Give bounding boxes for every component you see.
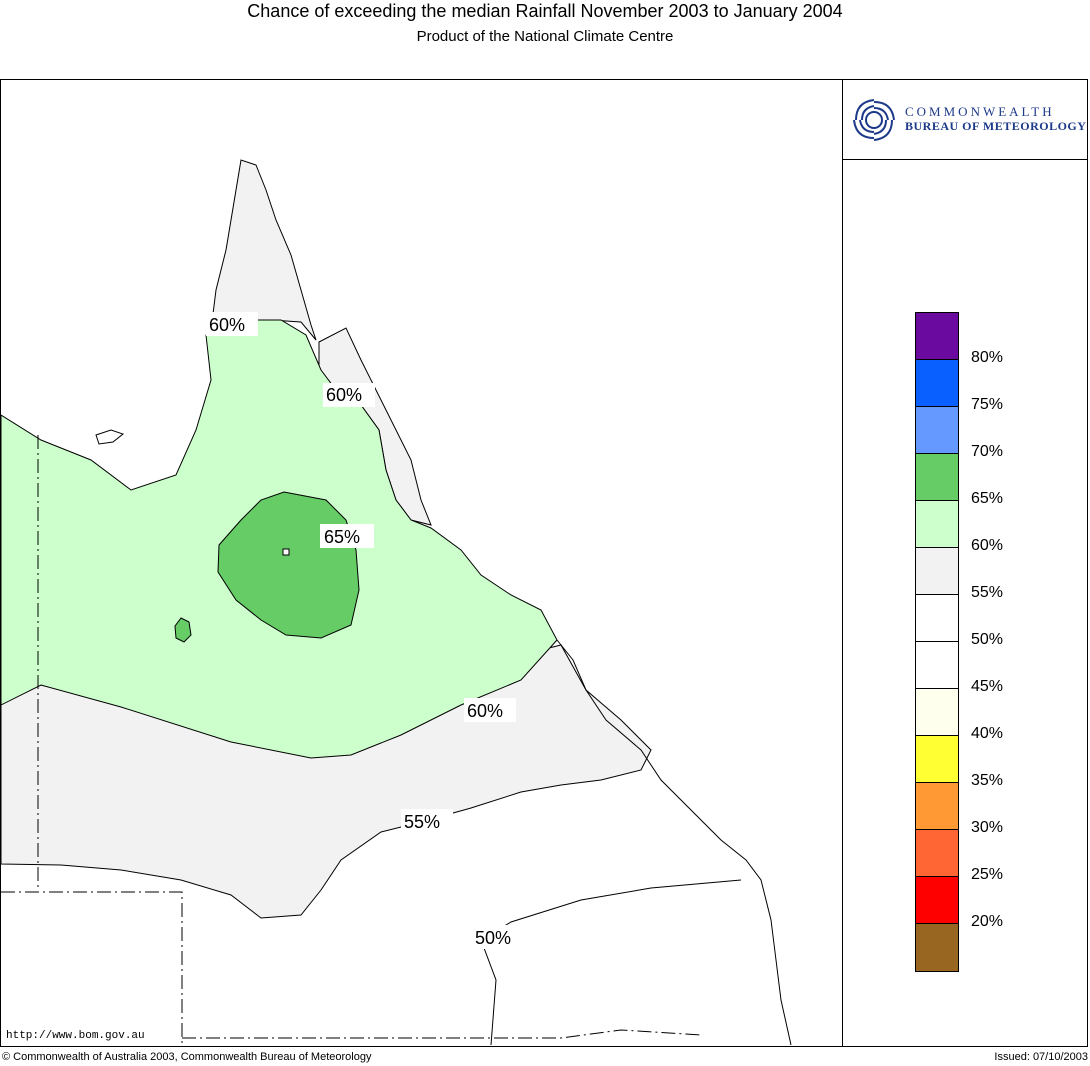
map-subtitle: Product of the National Climate Centre	[416, 28, 674, 45]
legend-swatch	[916, 313, 958, 360]
legend-swatch	[916, 407, 958, 454]
side-panel: COMMONWEALTH BUREAU OF METEOROLOGY 80% 75…	[842, 80, 1088, 1046]
legend-swatch	[916, 595, 958, 642]
state-border-nsw	[182, 1029, 702, 1039]
logo-line1: COMMONWEALTH	[905, 104, 1055, 119]
legend-swatch	[916, 642, 958, 689]
legend-label: 75%	[971, 396, 1004, 413]
issued-date: Issued: 07/10/2003	[994, 1051, 1088, 1063]
legend-swatch	[916, 830, 958, 877]
legend-label: 35%	[971, 772, 1004, 789]
contour-50	[480, 879, 742, 1046]
legend-label: 40%	[971, 725, 1004, 742]
svg-text:65%: 65%	[324, 527, 360, 547]
legend-swatch	[916, 924, 958, 971]
legend-label: 30%	[971, 819, 1004, 836]
legend-label: 55%	[971, 584, 1004, 601]
station-marker	[282, 548, 290, 556]
contour-label-5: 55%	[401, 809, 453, 833]
contour-label-2: 60%	[323, 383, 375, 407]
legend-swatch	[916, 501, 958, 548]
island-wellesley	[95, 429, 125, 445]
svg-text:50%: 50%	[475, 928, 511, 948]
legend-swatch	[916, 689, 958, 736]
legend-label: 20%	[971, 913, 1004, 930]
contour-label-1: 60%	[206, 312, 258, 336]
region-cape-york-north	[210, 159, 317, 341]
logo-line2: BUREAU OF METEOROLOGY	[905, 119, 1087, 133]
map-panel: 60% 60% 65% 60% 55% 50%	[1, 80, 841, 1046]
rainfall-map: 60% 60% 65% 60% 55% 50%	[1, 159, 792, 1046]
svg-text:55%: 55%	[404, 812, 440, 832]
legend-label: 70%	[971, 443, 1004, 460]
bom-url[interactable]: http://www.bom.gov.au	[6, 1030, 145, 1042]
contour-label-3: 65%	[320, 524, 374, 548]
svg-text:60%: 60%	[467, 701, 503, 721]
legend-swatch	[916, 548, 958, 595]
state-border-sa	[1, 891, 183, 1045]
legend-label: 45%	[971, 678, 1004, 695]
legend-label: 25%	[971, 866, 1004, 883]
legend-label: 65%	[971, 490, 1004, 507]
legend-swatch	[916, 877, 958, 924]
svg-text:60%: 60%	[209, 315, 245, 335]
bom-logo: COMMONWEALTH BUREAU OF METEOROLOGY	[843, 80, 1088, 160]
svg-text:60%: 60%	[326, 385, 362, 405]
copyright-text: © Commonwealth of Australia 2003, Common…	[2, 1051, 372, 1063]
legend-label: 50%	[971, 631, 1004, 648]
map-title: Chance of exceeding the median Rainfall …	[247, 1, 843, 21]
legend-swatch	[916, 783, 958, 830]
contour-label-4: 60%	[464, 698, 516, 722]
legend-colorbar	[915, 312, 959, 972]
contour-label-6: 50%	[472, 925, 524, 949]
legend-swatch	[916, 360, 958, 407]
legend-label: 80%	[971, 349, 1004, 366]
region-65-small	[174, 617, 192, 643]
legend-label: 60%	[971, 537, 1004, 554]
legend-swatch	[916, 454, 958, 501]
bureau-swirl-logo-icon	[853, 99, 895, 141]
legend-swatch	[916, 736, 958, 783]
coastline-east	[556, 639, 792, 1046]
